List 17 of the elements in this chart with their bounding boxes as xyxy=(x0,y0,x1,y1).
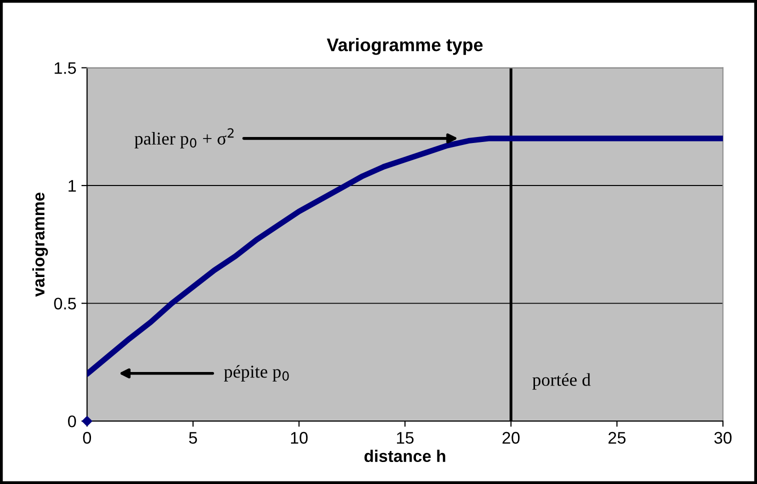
x-tick-label: 25 xyxy=(608,432,626,444)
x-tick-label: 30 xyxy=(714,432,732,444)
y-tick-label: 0.5 xyxy=(54,298,76,310)
y-tick-label: 0 xyxy=(68,415,76,428)
x-tick-label: 20 xyxy=(502,432,520,444)
x-tick-label: 15 xyxy=(397,432,414,444)
y-tick-label: 1 xyxy=(68,180,76,192)
annotation: palier p$_{0}$ + σ$^{2}$ xyxy=(134,128,234,148)
y-tick-label: 1.5 xyxy=(54,62,76,74)
y-axis-title: variogramme xyxy=(32,192,48,297)
x-axis-title: distance h xyxy=(364,450,446,462)
chart-title: Variogramme type xyxy=(326,38,483,55)
x-tick-label: 5 xyxy=(189,432,197,444)
x-tick-label: 0 xyxy=(83,432,92,444)
ref-line-label: portée d xyxy=(532,373,591,390)
annotation: pépite p$_{0}$ xyxy=(224,365,289,382)
x-tick-label: 10 xyxy=(291,432,308,444)
